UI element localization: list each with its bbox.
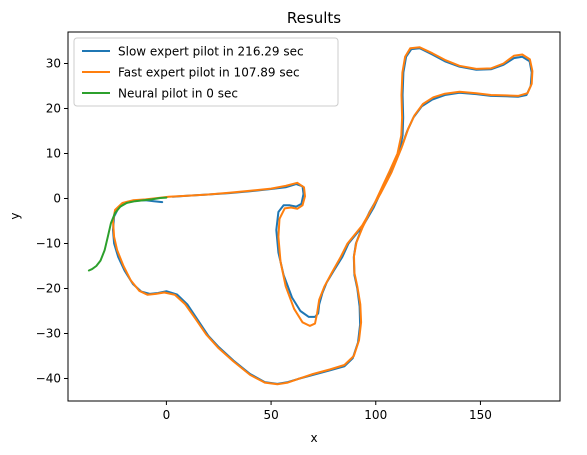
chart-title: Results — [287, 9, 341, 27]
x-tick-label: 50 — [263, 408, 278, 422]
y-tick-label: 20 — [46, 102, 61, 116]
series-line-2 — [87, 196, 168, 272]
x-tick-label: 100 — [364, 408, 387, 422]
x-tick-label: 0 — [163, 408, 171, 422]
series-line-1 — [112, 46, 534, 386]
y-axis-ticks: −40 −30 −20 −10 0 10 20 30 — [36, 57, 68, 386]
plot-series-group — [87, 46, 534, 386]
y-tick-label: −20 — [36, 282, 61, 296]
y-tick-label: 0 — [53, 192, 61, 206]
x-axis-label: x — [310, 431, 317, 445]
y-tick-label: 10 — [46, 147, 61, 161]
x-tick-label: 150 — [469, 408, 492, 422]
y-tick-label: 30 — [46, 57, 61, 71]
series-line-0 — [112, 47, 533, 385]
y-tick-label: −30 — [36, 327, 61, 341]
legend: Slow expert pilot in 216.29 sec Fast expe… — [73, 37, 339, 107]
legend-label-2: Neural pilot in 0 sec — [118, 87, 238, 101]
legend-box — [73, 37, 339, 107]
x-axis-ticks: 0 50 100 150 — [163, 401, 492, 422]
legend-label-0: Slow expert pilot in 216.29 sec — [118, 45, 304, 59]
legend-label-1: Fast expert pilot in 107.89 sec — [118, 66, 300, 80]
y-axis-label: y — [8, 212, 22, 219]
plot-frame — [67, 31, 561, 402]
y-tick-label: −40 — [36, 372, 61, 386]
y-tick-label: −10 — [36, 237, 61, 251]
